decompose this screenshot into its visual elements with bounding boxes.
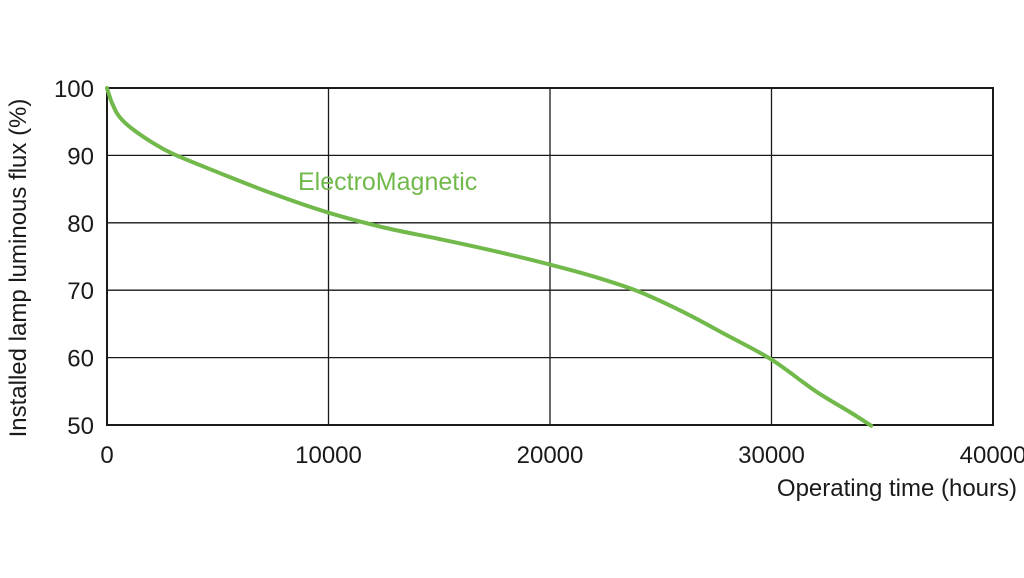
x-axis-title: Operating time (hours) [777,475,1017,502]
y-tick-label: 70 [67,278,94,305]
y-axis-title: Installed lamp luminous flux (%) [5,99,32,438]
y-tick-label: 90 [67,143,94,170]
x-tick-label: 30000 [738,442,805,469]
x-tick-label: 40000 [960,442,1024,469]
series-layer [105,86,874,428]
x-tick-label: 20000 [517,442,584,469]
series-line-electromagnetic [105,86,874,428]
x-tick-label: 10000 [295,442,362,469]
tick-labels: 0 10000 20000 30000 40000 50 60 70 80 90 100 [54,76,1024,469]
y-tick-label: 100 [54,76,94,103]
y-tick-label: 50 [67,413,94,440]
y-tick-label: 60 [67,346,94,373]
x-tick-label: 0 [100,442,113,469]
y-tick-label: 80 [67,211,94,238]
grid [106,87,994,426]
series-label-electromagnetic: ElectroMagnetic [298,168,477,196]
plot-frame [106,87,994,426]
